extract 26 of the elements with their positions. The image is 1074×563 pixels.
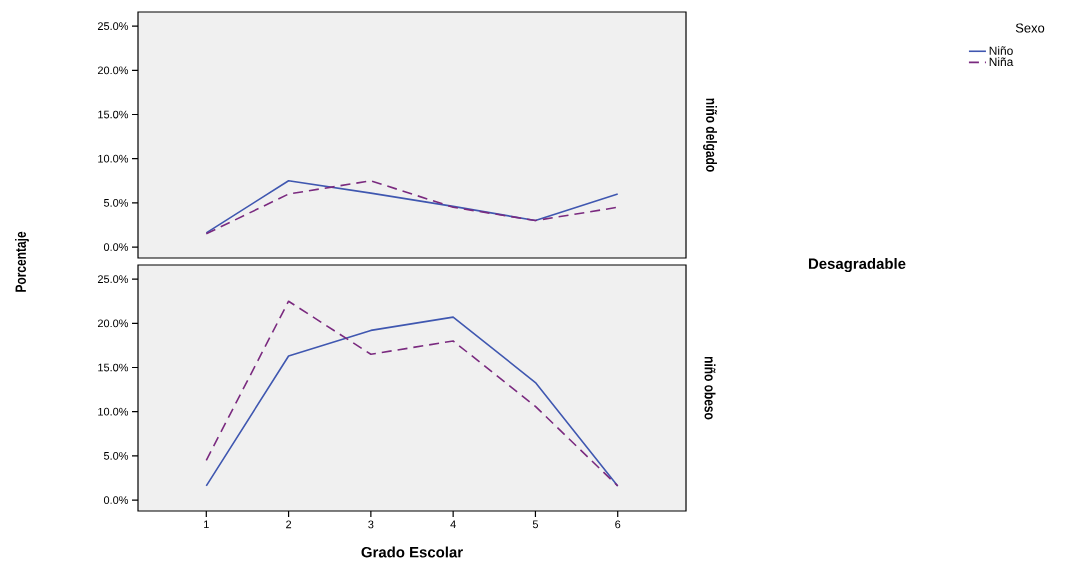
y-tick-label: 25.0% [97, 22, 129, 31]
text: niño obeso [704, 356, 716, 420]
x-tick-label: 5 [532, 520, 539, 529]
y-tick-label: 15.0% [98, 110, 129, 119]
x-tick-label: 1 [204, 520, 209, 529]
y-tick-label: 0.0% [103, 243, 129, 251]
legend-label: Niño [989, 46, 1013, 55]
y-tick-label: 25.0% [97, 275, 129, 284]
y-tick-label: 10.0% [98, 407, 129, 416]
x-tick-label: 3 [368, 520, 374, 529]
y-tick-label: 10.0% [98, 154, 129, 163]
y-tick-label: 5.0% [103, 198, 129, 207]
x-tick-label: 4 [450, 520, 456, 529]
y-axis-title: Porcentaje [15, 231, 29, 292]
y-tick-label: 15.0% [98, 363, 129, 372]
x-axis-title: Grado Escolar [361, 546, 463, 558]
legend-title: Sexo [1015, 23, 1045, 33]
text: niño delgado [703, 98, 718, 172]
y-tick-label: 5.0% [103, 451, 129, 460]
y-tick-label: 0.0% [103, 496, 129, 504]
y-tick-label: 20.0% [97, 66, 129, 75]
y-tick-label: 20.0% [97, 319, 129, 328]
x-tick-label: 6 [615, 520, 621, 529]
x-tick-label: 2 [286, 520, 292, 529]
text: Desagradable [808, 258, 906, 273]
legend-label: Niña [989, 57, 1014, 67]
